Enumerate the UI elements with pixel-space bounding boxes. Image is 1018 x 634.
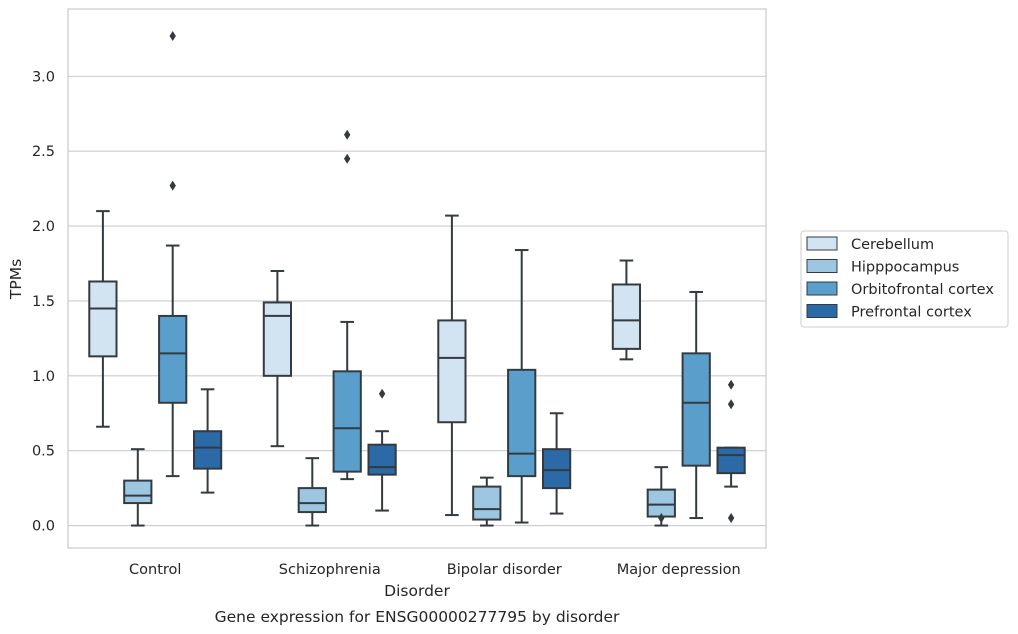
- y-tick-labels: 0.0 0.5 1.0 1.5 2.0 2.5 3.0: [32, 69, 55, 534]
- box-body: [716, 446, 746, 475]
- legend-swatch: [806, 259, 838, 273]
- outlier-marker: [378, 388, 386, 399]
- box-body: [262, 301, 293, 377]
- legend-label: Cerebellum: [851, 237, 934, 253]
- outlier-marker: [727, 379, 735, 390]
- box-body: [332, 370, 362, 473]
- y-tick-label: 0.5: [32, 444, 55, 460]
- box-body: [123, 479, 153, 505]
- box-body: [297, 487, 327, 514]
- legend-swatch: [806, 236, 838, 251]
- box-element: [332, 129, 362, 481]
- box-body: [367, 443, 397, 476]
- box-element: [437, 214, 467, 517]
- box-element: [262, 270, 293, 448]
- legend-swatch: [806, 304, 838, 318]
- box-element: [192, 388, 223, 494]
- plot-frame: [67, 8, 767, 549]
- box-element: [297, 457, 327, 527]
- y-tick-label: 0.0: [32, 519, 55, 535]
- legend-label: Orbitofrontal cortex: [851, 282, 994, 298]
- outlier-marker: [658, 513, 665, 524]
- legend-label: Prefrontal cortex: [851, 305, 972, 321]
- y-axis-label: TPMs: [7, 259, 25, 300]
- series-group: [192, 379, 746, 524]
- box-body: [681, 352, 711, 467]
- legend-frame: [800, 230, 1009, 328]
- outlier-marker: [169, 180, 176, 191]
- series-group: [88, 210, 642, 517]
- box-body: [472, 485, 502, 521]
- box-element: [123, 448, 153, 527]
- legend-swatch: [806, 281, 838, 296]
- box-element: [472, 476, 502, 527]
- series-group: [123, 448, 676, 527]
- box-body: [646, 488, 676, 518]
- chart-caption: Gene expression for ENSG00000277795 by d…: [215, 608, 620, 626]
- x-tick-labels: Control Schizophrenia Bipolar disorder Majo…: [129, 562, 741, 578]
- box-element: [158, 30, 188, 478]
- box-element: [541, 412, 572, 515]
- box-body: [158, 314, 188, 404]
- box-element: [367, 388, 397, 512]
- outlier-marker: [169, 30, 176, 41]
- box-body: [88, 280, 118, 358]
- outlier-marker: [727, 513, 735, 524]
- outlier-marker: [727, 399, 735, 410]
- box-element: [646, 466, 676, 527]
- box-series: [88, 30, 746, 527]
- legend-label: Hipppocampus: [851, 260, 959, 276]
- box-body: [437, 319, 467, 424]
- box-body: [541, 448, 572, 490]
- y-tick-label: 1.0: [32, 369, 55, 385]
- y-tick-label: 2.0: [32, 219, 55, 235]
- box-body: [507, 368, 537, 478]
- plot-area-background: [68, 9, 766, 548]
- x-axis-label: Disorder: [384, 582, 450, 600]
- box-element: [507, 249, 537, 524]
- y-tick-label: 2.5: [32, 144, 55, 160]
- y-tick-label: 1.5: [32, 294, 55, 310]
- box-element: [716, 379, 746, 524]
- box-body: [192, 430, 223, 470]
- box-body: [611, 283, 642, 350]
- y-tick-label: 3.0: [32, 69, 55, 85]
- series-group: [158, 30, 711, 524]
- x-tick-label: Bipolar disorder: [447, 562, 562, 578]
- box-element: [88, 210, 118, 428]
- box-element: [611, 259, 642, 361]
- legend: Cerebellum Hipppocampus Orbitofrontal cort…: [800, 230, 1009, 328]
- x-tick-label: Control: [129, 562, 181, 578]
- x-tick-label: Schizophrenia: [279, 562, 381, 578]
- box-element: [681, 290, 711, 520]
- outlier-marker: [344, 153, 351, 164]
- outlier-marker: [344, 129, 351, 140]
- x-tick-label: Major depression: [617, 562, 741, 578]
